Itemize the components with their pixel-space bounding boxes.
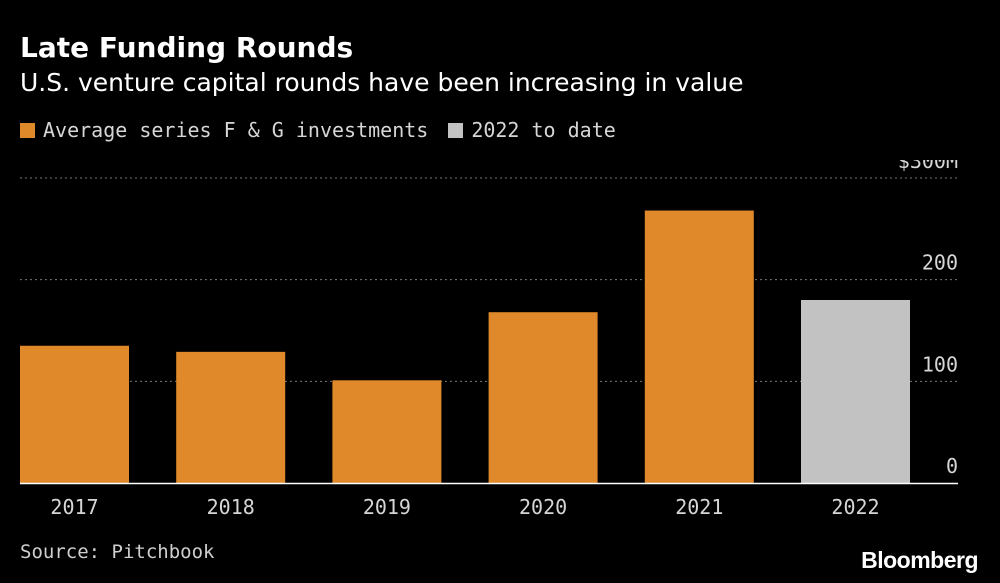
x-tick-label-2021: 2021 — [675, 495, 723, 519]
chart-subtitle: U.S. venture capital rounds have been in… — [20, 68, 744, 97]
bar-2018 — [176, 351, 286, 483]
source-note: Source: Pitchbook — [20, 541, 215, 563]
y-tick-label-0: 0 — [946, 454, 958, 478]
x-tick-label-2018: 2018 — [207, 495, 255, 519]
bar-2021 — [644, 210, 754, 483]
legend-label-2022-to-date: 2022 to date — [471, 118, 616, 142]
y-tick-label-300: $300M — [898, 160, 958, 173]
bar-2017 — [20, 345, 129, 483]
chart-title: Late Funding Rounds — [20, 31, 354, 64]
legend-label-average-series: Average series F & G investments — [43, 118, 429, 142]
x-tick-label-2022: 2022 — [831, 495, 879, 519]
legend-item-2022-to-date: 2022 to date — [448, 118, 616, 142]
bar-2022 — [801, 300, 910, 483]
y-tick-label-200: 200 — [922, 251, 958, 275]
legend-swatch-orange — [20, 122, 35, 138]
y-tick-label-100: 100 — [922, 352, 958, 376]
bar-2019 — [332, 380, 442, 483]
x-tick-label-2017: 2017 — [50, 495, 98, 519]
bloomberg-logo: Bloomberg — [861, 547, 978, 573]
bar-chart: 0 100 200 $300M 2017 2018 2019 2020 2021 2022 — [20, 160, 958, 519]
legend-item-average-series: Average series F & G investments — [20, 118, 428, 142]
legend-swatch-gray — [448, 122, 464, 138]
x-tick-label-2019: 2019 — [363, 495, 411, 519]
x-tick-label-2020: 2020 — [519, 495, 567, 519]
legend: Average series F & G investments 2022 to… — [20, 116, 636, 144]
bar-2020 — [488, 312, 598, 483]
